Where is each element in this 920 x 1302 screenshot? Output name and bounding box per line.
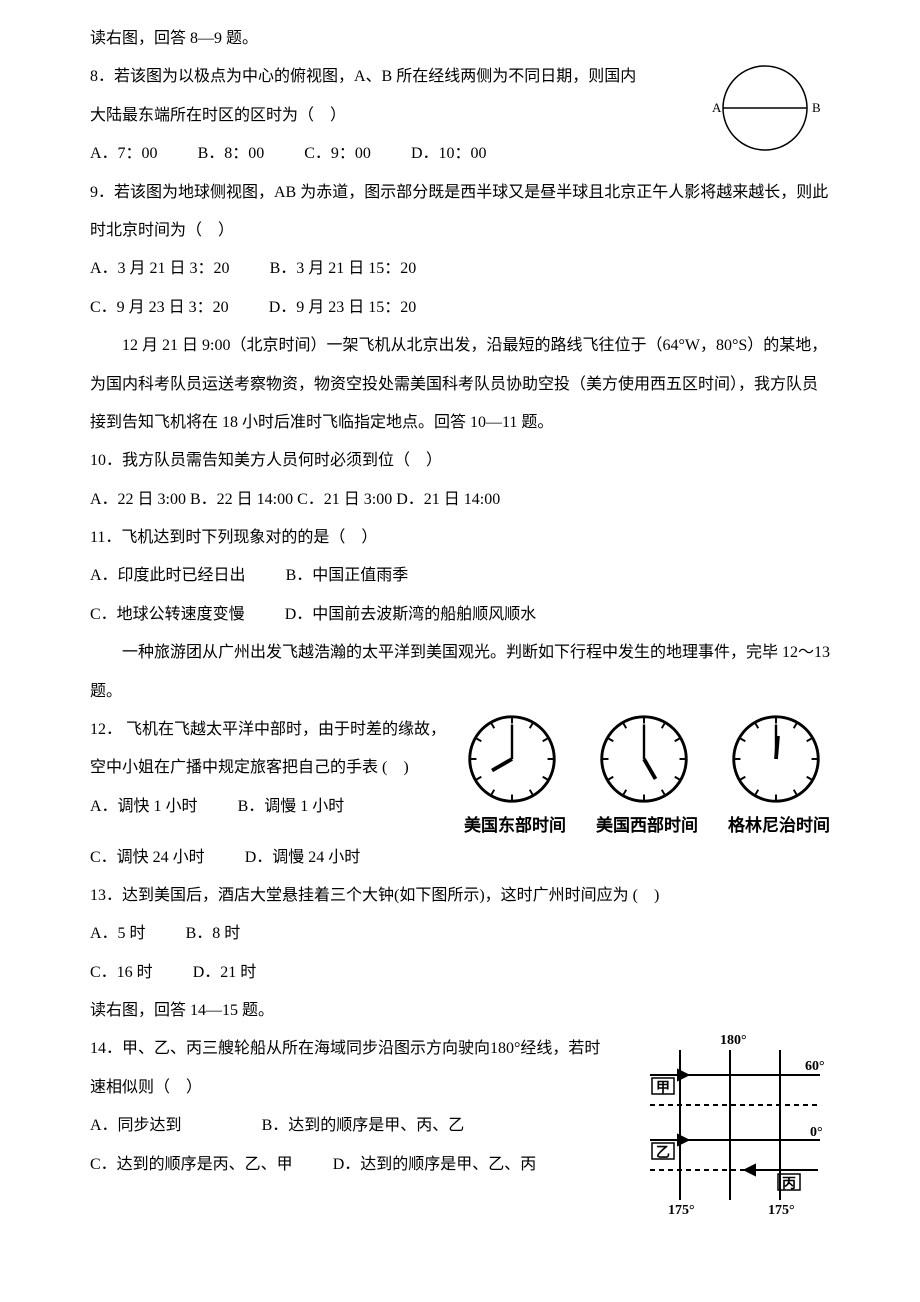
q8-opt-b: B．8：00 [198,135,265,173]
q12-opt-d: D．调慢 24 小时 [245,839,361,877]
q13-stem: 13．达到美国后，酒店大堂悬挂着三个大钟(如下图所示)，这时广州时间应为 ( ) [90,877,830,915]
intro-10-11: 12 月 21 日 9:00（北京时间）一架飞机从北京出发，沿最短的路线飞往位于… [90,327,830,442]
q13-opt-a: A．5 时 [90,915,146,953]
q14-opt-b: B．达到的顺序是甲、丙、乙 [262,1107,465,1145]
q12-opt-c: C．调快 24 小时 [90,839,205,877]
q13-opt-b: B．8 时 [186,915,241,953]
q14-stem: 14．甲、乙、丙三艘轮船从所在海域同步沿图示方向驶向180°经线，若时速相似则（… [90,1030,610,1107]
intro-12-13: 一种旅游团从广州出发飞越浩瀚的太平洋到美国观光。判断如下行程中发生的地理事件，完… [90,634,830,711]
figure-circle: A B [700,58,830,158]
q8-opt-c: C．9：00 [304,135,371,173]
q12-opt-a: A．调快 1 小时 [90,788,198,826]
q9-opt-b: B．3 月 21 日 15：20 [270,250,417,288]
clock-label-gmt: 格林尼治时间 [728,813,830,839]
svg-text:0°: 0° [810,1125,823,1140]
q8-opt-a: A．7：00 [90,135,158,173]
q9-opt-a: A．3 月 21 日 3：20 [90,250,230,288]
q11-opt-c: C．地球公转速度变慢 [90,596,245,634]
q11-opt-b: B．中国正值雨季 [286,557,409,595]
clock-label-west: 美国西部时间 [596,813,698,839]
q11-opt-a: A．印度此时已经日出 [90,557,246,595]
q9-opt-c: C．9 月 23 日 3：20 [90,289,229,327]
figure-grid: 180° 60° 0° 175° 175° 甲 乙 丙 [620,1030,830,1220]
q11-stem: 11．飞机达到时下列现象对的的是（ ） [90,519,830,557]
q9-stem: 9．若该图为地球侧视图，AB 为赤道，图示部分既是西半球又是昼半球且北京正午人影… [90,174,830,251]
q14-opt-d: D．达到的顺序是甲、乙、丙 [333,1146,537,1184]
q9-opt-d: D．9 月 23 日 15：20 [269,289,417,327]
svg-text:175°: 175° [768,1203,795,1218]
q13-opt-c: C．16 时 [90,954,153,992]
q10-stem: 10．我方队员需告知美方人员何时必须到位（ ） [90,442,830,480]
q11-opt-d: D．中国前去波斯湾的船舶顺风顺水 [285,596,537,634]
q14-opt-c: C．达到的顺序是丙、乙、甲 [90,1146,293,1184]
q14-opt-a: A．同步达到 [90,1107,182,1145]
clock-gmt-icon [728,711,824,807]
figure-clocks: 美国东部时间 美国西部时间 [464,711,830,839]
q8-opt-d: D．10：00 [411,135,487,173]
intro-14-15: 读右图，回答 14—15 题。 [90,992,830,1030]
q10-opts: A．22 日 3:00 B．22 日 14:00 C．21 日 3:00 D．2… [90,481,830,519]
svg-text:A: A [712,100,722,115]
svg-text:180°: 180° [720,1033,747,1048]
svg-text:175°: 175° [668,1203,695,1218]
clock-label-east: 美国东部时间 [464,813,566,839]
svg-text:60°: 60° [805,1059,825,1074]
q8-stem-2: 大陆最东端所在时区的区时为（ ） [90,97,690,135]
q12-opt-b: B．调慢 1 小时 [238,788,345,826]
q13-opt-d: D．21 时 [193,954,257,992]
clock-us-east-icon [464,711,560,807]
clock-us-west-icon [596,711,692,807]
q8-stem-1: 8．若该图为以极点为中心的俯视图，A、B 所在经线两侧为不同日期，则国内 [90,58,690,96]
svg-text:B: B [812,100,821,115]
q12-stem: 12． 飞机在飞越太平洋中部时，由于时差的缘故，空中小姐在广播中规定旅客把自己的… [90,711,452,788]
intro-8-9: 读右图，回答 8—9 题。 [90,20,830,58]
